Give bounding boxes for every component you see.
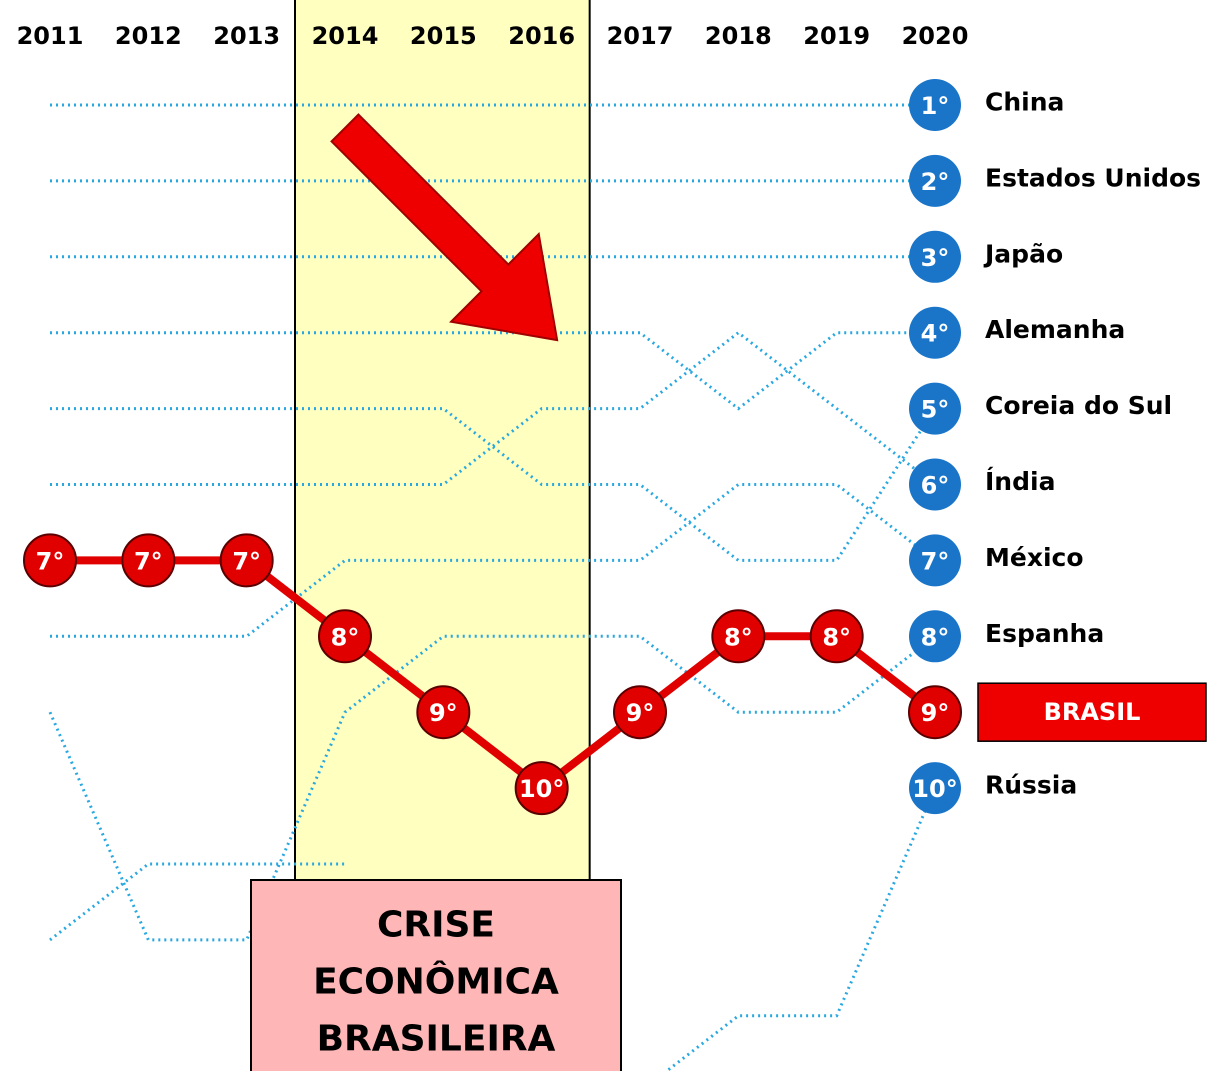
rank-marker xyxy=(219,533,274,588)
end-marker xyxy=(909,534,961,587)
end-label: 4° xyxy=(921,320,950,348)
rank-marker xyxy=(514,761,569,816)
crisis-box xyxy=(250,879,622,1071)
rank-line xyxy=(50,483,936,638)
rank-label: 7° xyxy=(134,547,163,575)
rank-label: 9° xyxy=(429,699,458,727)
end-marker xyxy=(909,382,961,435)
country-box xyxy=(977,682,1207,742)
highlight-line xyxy=(50,556,938,793)
end-marker xyxy=(909,306,961,359)
end-marker xyxy=(909,79,961,131)
country-name: Rússia xyxy=(985,771,1077,800)
rank-marker xyxy=(318,609,372,664)
rank-label: 7° xyxy=(36,547,65,575)
rank-label: 7° xyxy=(232,547,261,575)
end-label: 2° xyxy=(921,168,950,196)
rank-line xyxy=(49,787,937,1071)
year-label: 2015 xyxy=(410,22,477,50)
rank-label: 8° xyxy=(822,623,851,651)
rank-label: 9° xyxy=(921,699,950,727)
end-label: 1° xyxy=(921,92,950,120)
country-name: Japão xyxy=(983,239,1063,268)
crisis-label: CRISE xyxy=(377,905,495,946)
year-label: 2019 xyxy=(803,22,870,50)
year-label: 2013 xyxy=(213,22,280,50)
rank-marker xyxy=(711,609,766,664)
end-label: 6° xyxy=(921,472,950,500)
country-name: Índia xyxy=(985,467,1055,496)
year-label: 2011 xyxy=(17,22,84,50)
country-name: Estados Unidos xyxy=(985,163,1201,192)
end-label: 10° xyxy=(912,775,957,803)
rank-label: 8° xyxy=(331,623,360,651)
crisis-label: BRASILEIRA xyxy=(317,1019,556,1060)
country-name: Espanha xyxy=(985,619,1104,648)
end-marker xyxy=(909,762,961,815)
rank-label: 10° xyxy=(519,775,564,803)
country-name: Alemanha xyxy=(985,315,1125,344)
rank-marker xyxy=(809,609,864,664)
rank-label: 8° xyxy=(724,623,753,651)
rank-marker xyxy=(908,685,962,740)
down-arrow xyxy=(330,113,559,342)
year-label: 2020 xyxy=(902,22,969,50)
end-label: 8° xyxy=(921,623,950,651)
rank-marker xyxy=(613,685,667,740)
country-name: China xyxy=(985,88,1064,117)
end-label: 3° xyxy=(921,244,950,272)
end-label: 7° xyxy=(921,547,950,575)
country-name: BRASIL xyxy=(1044,698,1141,726)
crisis-label: ECONÔMICA xyxy=(313,961,559,1003)
end-marker xyxy=(909,230,961,283)
year-label: 2016 xyxy=(508,22,575,50)
rank-marker xyxy=(23,533,77,588)
year-label: 2018 xyxy=(705,22,772,50)
year-label: 2014 xyxy=(312,22,379,50)
country-name: México xyxy=(985,543,1084,572)
rank-marker xyxy=(416,685,471,740)
end-marker xyxy=(909,610,961,663)
crisis-band xyxy=(294,0,591,883)
rank-label: 9° xyxy=(626,699,655,727)
end-marker xyxy=(909,458,961,511)
rank-marker xyxy=(121,533,176,588)
end-marker xyxy=(909,154,961,207)
year-label: 2012 xyxy=(115,22,182,50)
country-name: Coreia do Sul xyxy=(985,391,1172,420)
year-label: 2017 xyxy=(607,22,674,50)
end-label: 5° xyxy=(921,396,950,424)
